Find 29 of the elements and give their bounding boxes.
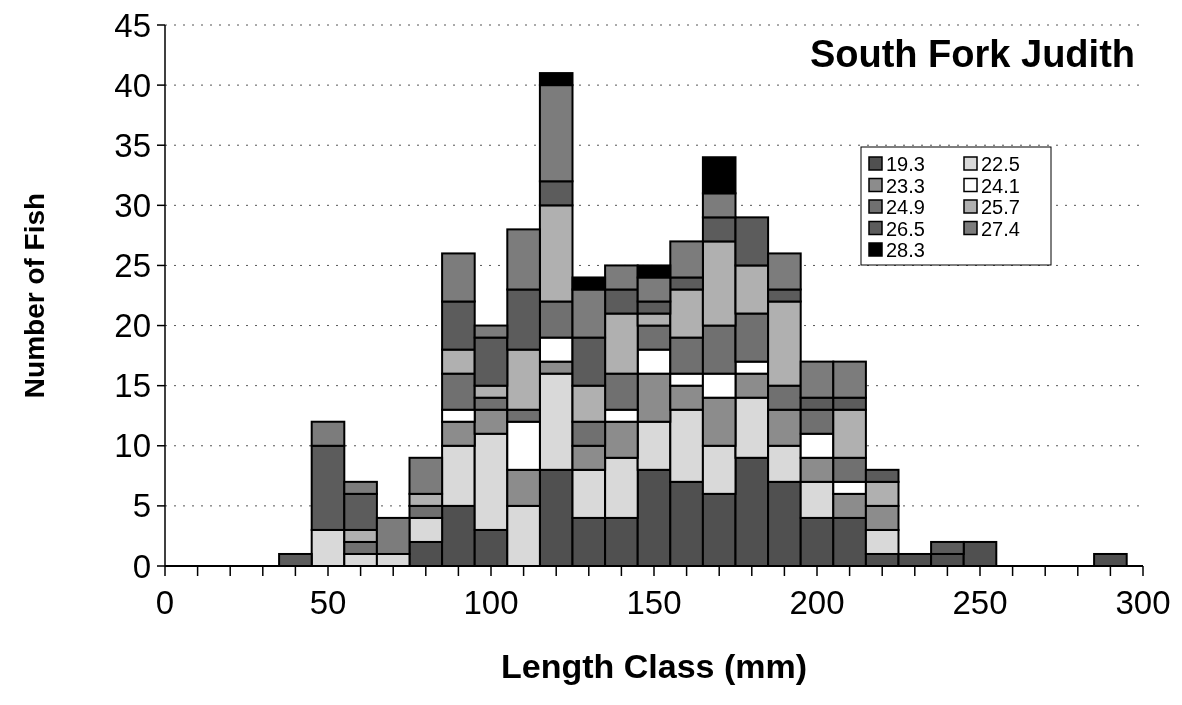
legend-label: 25.7 (981, 196, 1020, 218)
legend-label: 22.5 (981, 153, 1020, 175)
y-tick-label: 35 (114, 126, 151, 164)
x-tick-label: 50 (309, 584, 347, 621)
y-tick-label: 10 (114, 427, 151, 465)
legend-label: 27.4 (981, 217, 1020, 240)
y-tick-label: 45 (114, 6, 151, 44)
chart-title: South Fork Judith (809, 33, 1135, 75)
y-tick-label: 40 (114, 66, 151, 104)
y-tick-label: 15 (114, 367, 151, 405)
legend-label: 26.5 (886, 217, 925, 240)
x-tick-label: 250 (952, 584, 1008, 621)
x-tick-label: 100 (463, 584, 519, 621)
y-tick-label: 5 (132, 487, 151, 525)
legend-label: 24.1 (981, 174, 1020, 197)
y-tick-label: 20 (114, 307, 151, 345)
legend-label: 28.3 (886, 239, 925, 261)
x-tick-label: 300 (1115, 584, 1171, 621)
x-tick-label: 0 (155, 584, 175, 621)
x-tick-label: 200 (789, 584, 845, 621)
legend-label: 19.3 (886, 153, 925, 175)
legend-label: 24.9 (886, 196, 925, 218)
y-tick-label: 30 (114, 186, 151, 224)
y-axis-title: Number of Fish (19, 192, 50, 399)
legend-label: 23.3 (886, 174, 925, 197)
y-tick-label: 25 (114, 246, 151, 284)
x-tick-label: 150 (626, 584, 682, 621)
x-axis-title: Length Class (mm) (500, 647, 808, 685)
y-tick-label: 0 (132, 547, 151, 585)
